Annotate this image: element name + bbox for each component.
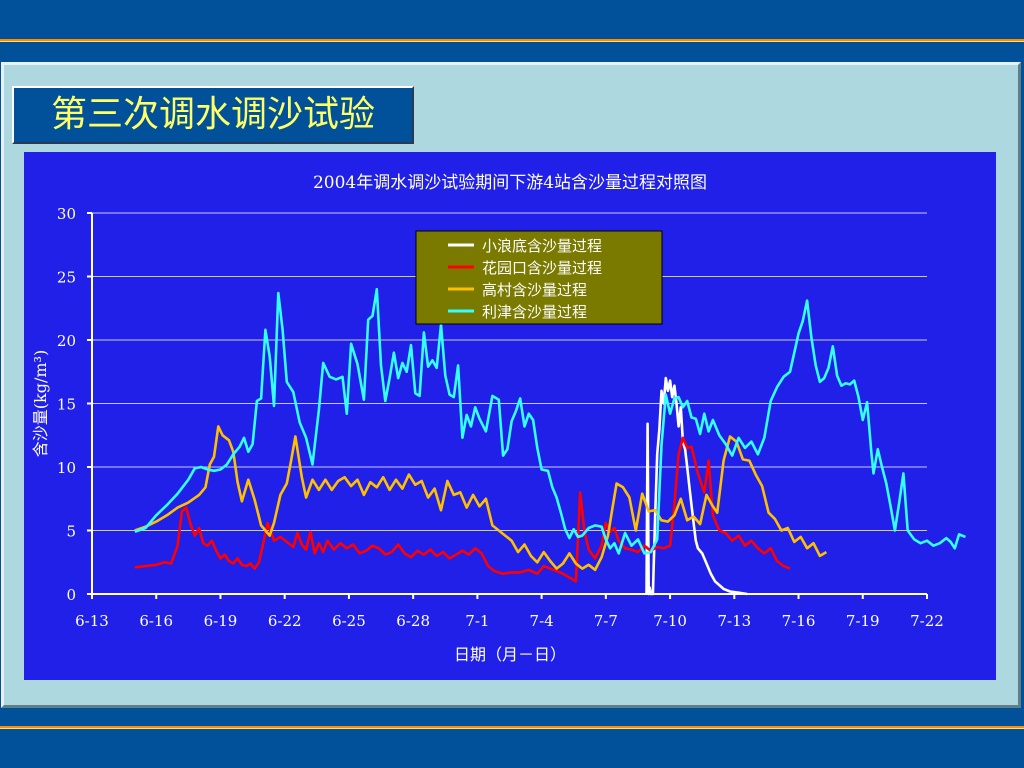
chart-title: 2004年调水调沙试验期间下游4站含沙量过程对照图 bbox=[313, 173, 707, 193]
y-tick-label: 30 bbox=[57, 205, 76, 223]
x-tick-label: 7-4 bbox=[530, 612, 554, 630]
x-tick-label: 6-28 bbox=[396, 612, 430, 630]
x-tick-label: 6-19 bbox=[204, 612, 238, 630]
series-line-4 bbox=[134, 287, 966, 555]
x-tick-label: 6-22 bbox=[268, 612, 302, 630]
bottom-accent-line-light bbox=[0, 728, 1024, 729]
legend-label-2: 花园口含沙量过程 bbox=[482, 259, 602, 277]
y-tick-label: 25 bbox=[57, 269, 76, 287]
x-tick-label: 7-19 bbox=[846, 612, 880, 630]
top-accent-line-light bbox=[0, 41, 1024, 42]
slide-title: 第三次调水调沙试验 bbox=[12, 86, 414, 144]
x-tick-label: 7-1 bbox=[465, 612, 489, 630]
series-line-3 bbox=[134, 425, 828, 572]
legend-label-1: 小浪底含沙量过程 bbox=[482, 237, 602, 255]
y-tick-label: 0 bbox=[66, 586, 76, 604]
y-tick-label: 15 bbox=[57, 396, 76, 414]
y-axis-title: 含沙量(kg/m³) bbox=[31, 350, 50, 457]
series-line-2 bbox=[134, 436, 791, 583]
x-tick-label: 6-16 bbox=[139, 612, 173, 630]
x-tick-label: 7-22 bbox=[910, 612, 944, 630]
series-line-1 bbox=[645, 376, 748, 596]
chart-panel: 2004年调水调沙试验期间下游4站含沙量过程对照图 0 5 10 15 20 25 30 6-1… bbox=[24, 152, 996, 680]
y-tick-label: 10 bbox=[57, 459, 76, 477]
x-tick-label: 7-16 bbox=[782, 612, 816, 630]
x-tick-label: 7-13 bbox=[717, 612, 751, 630]
legend-label-4: 利津含沙量过程 bbox=[482, 303, 587, 321]
y-tick-label: 5 bbox=[66, 523, 76, 541]
legend-label-3: 高村含沙量过程 bbox=[482, 281, 587, 299]
x-axis-title: 日期（月－日） bbox=[454, 645, 566, 664]
top-accent-line bbox=[0, 39, 1024, 41]
x-tick-label: 6-13 bbox=[75, 612, 109, 630]
x-tick-label: 6-25 bbox=[332, 612, 366, 630]
sediment-chart: 2004年调水调沙试验期间下游4站含沙量过程对照图 0 5 10 15 20 25 30 6-1… bbox=[31, 173, 966, 664]
x-tick-label: 7-10 bbox=[653, 612, 687, 630]
x-tick-label: 7-7 bbox=[594, 612, 618, 630]
bottom-accent-line bbox=[0, 726, 1024, 728]
y-tick-label: 20 bbox=[57, 332, 76, 350]
